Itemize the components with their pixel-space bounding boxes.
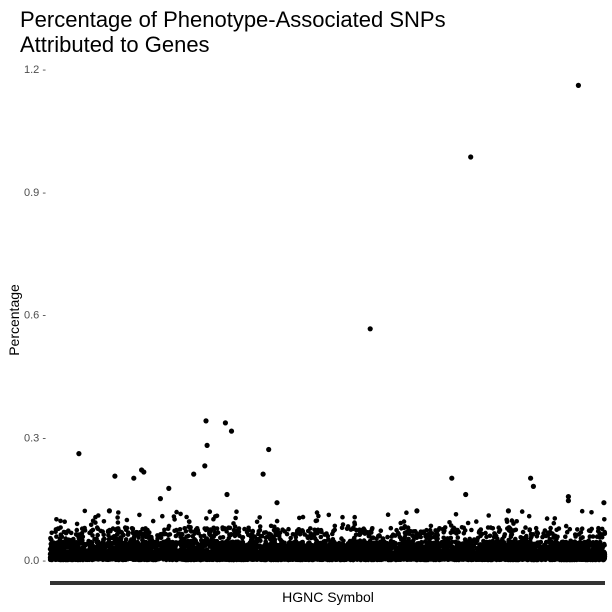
background-point [404, 510, 409, 515]
background-point [548, 525, 553, 531]
background-point [62, 519, 67, 524]
background-point [236, 529, 242, 535]
chart-title-line-2: Attributed to Genes [20, 32, 210, 57]
background-point [440, 527, 446, 532]
y-axis: 0.0 - 0.3 - 0.6 - 0.9 - 1.2 - [24, 64, 46, 567]
background-point [514, 519, 519, 524]
background-point [160, 513, 165, 519]
background-point [137, 512, 142, 518]
background-point [527, 527, 533, 532]
background-point [348, 527, 354, 532]
background-point [318, 534, 324, 540]
y-tick-label: 0.9 - [24, 187, 46, 199]
background-point [534, 534, 540, 539]
background-point [305, 534, 310, 539]
background-point [428, 523, 434, 529]
y-tick-label: 0.3 - [24, 432, 46, 444]
background-point [186, 524, 191, 529]
y-tick-label: 1.2 - [24, 64, 46, 76]
background-point [95, 526, 101, 531]
background-point [183, 529, 189, 534]
background-point [483, 530, 488, 536]
background-point [586, 545, 591, 550]
background-point [496, 529, 502, 534]
background-point [297, 515, 302, 521]
background-point [300, 514, 306, 520]
background-point [408, 528, 413, 534]
background-point [312, 527, 317, 533]
background-point [602, 517, 607, 522]
background-point [596, 525, 601, 531]
data-points [47, 82, 608, 563]
background-point [115, 520, 121, 525]
background-point [339, 536, 344, 541]
background-point [82, 508, 88, 514]
background-point [394, 527, 399, 533]
background-point [115, 515, 120, 520]
background-point [502, 532, 508, 537]
background-point [465, 520, 471, 526]
background-point [106, 533, 111, 538]
background-point [79, 545, 85, 551]
background-point [257, 515, 263, 520]
background-point [340, 514, 345, 520]
background-point [385, 512, 391, 517]
background-point [523, 525, 528, 530]
background-point [544, 516, 550, 521]
background-point [95, 532, 100, 538]
background-point [579, 526, 585, 531]
background-point [125, 532, 131, 537]
background-point [207, 509, 213, 514]
background-point [136, 535, 141, 540]
background-point [259, 533, 265, 539]
background-point [542, 528, 548, 533]
y-tick-label: 0.6 - [24, 310, 46, 322]
background-point [406, 536, 411, 542]
background-point [174, 509, 179, 515]
background-point [266, 531, 272, 537]
background-point [487, 533, 493, 539]
background-point [88, 522, 94, 528]
background-point [374, 536, 379, 541]
background-point [214, 526, 220, 531]
background-point [563, 523, 569, 529]
background-point [492, 531, 497, 536]
background-point [140, 538, 146, 543]
background-point [277, 530, 283, 536]
background-point [520, 529, 526, 535]
background-point [174, 527, 179, 533]
background-point [426, 531, 432, 537]
background-point [286, 526, 291, 532]
background-point [599, 526, 605, 532]
background-point [587, 534, 593, 539]
y-tick-label: 0.0 - [24, 555, 46, 567]
background-point [261, 530, 267, 535]
background-point [455, 535, 461, 540]
background-point [254, 519, 260, 525]
chart-title-line-1: Percentage of Phenotype-Associated SNPs [20, 7, 446, 32]
background-point [236, 526, 242, 531]
background-point [231, 527, 237, 533]
background-point [474, 519, 479, 524]
background-point [74, 527, 80, 533]
background-point [467, 536, 473, 542]
background-point [74, 521, 80, 527]
background-point [533, 525, 539, 531]
background-point [580, 535, 585, 540]
background-point [233, 515, 238, 521]
background-point [184, 514, 189, 520]
background-point [529, 534, 534, 540]
background-point [575, 527, 580, 532]
background-point [49, 530, 54, 536]
background-point [288, 535, 294, 541]
